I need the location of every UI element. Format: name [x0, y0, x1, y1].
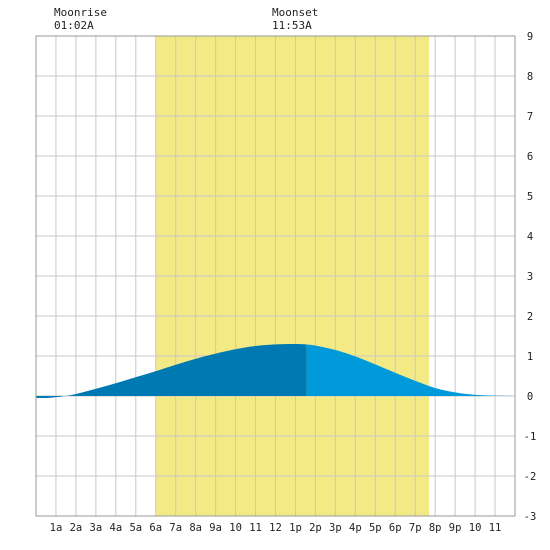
- x-tick-label: 9p: [449, 522, 462, 534]
- x-tick-label: 12: [269, 522, 282, 534]
- moonrise-time: 01:02A: [54, 19, 94, 32]
- y-tick-label: 6: [527, 151, 533, 163]
- y-tick-label: 2: [527, 311, 533, 323]
- y-tick-label: 1: [527, 351, 533, 363]
- plot-frame: [35, 35, 516, 517]
- x-tick-label: 1p: [289, 522, 302, 534]
- x-tick-label: 6p: [389, 522, 402, 534]
- x-tick-label: 2a: [70, 522, 83, 534]
- y-tick-label: 8: [527, 71, 533, 83]
- y-tick-label: -3: [524, 511, 537, 523]
- x-tick-label: 4a: [110, 522, 123, 534]
- x-tick-label: 9a: [209, 522, 222, 534]
- x-tick-label: 10: [229, 522, 242, 534]
- y-tick-label: 5: [527, 191, 533, 203]
- x-tick-label: 7a: [169, 522, 182, 534]
- x-tick-label: 5a: [129, 522, 142, 534]
- x-tick-label: 11: [489, 522, 502, 534]
- y-tick-label: 9: [527, 31, 533, 43]
- x-tick-label: 5p: [369, 522, 382, 534]
- x-tick-label: 3p: [329, 522, 342, 534]
- x-tick-label: 2p: [309, 522, 322, 534]
- moonset-time: 11:53A: [272, 19, 312, 32]
- y-tick-label: -2: [524, 471, 537, 483]
- tide-area-falling: [306, 344, 515, 396]
- x-tick-label: 8a: [189, 522, 202, 534]
- y-tick-label: 0: [527, 391, 533, 403]
- x-tick-label: 3a: [90, 522, 103, 534]
- x-tick-label: 1a: [50, 522, 63, 534]
- tide-area-rising: [36, 344, 307, 399]
- x-tick-label: 10: [469, 522, 482, 534]
- y-tick-label: 7: [527, 111, 533, 123]
- x-tick-label: 6a: [149, 522, 162, 534]
- x-tick-label: 4p: [349, 522, 362, 534]
- moonset-label: Moonset: [272, 6, 319, 19]
- y-tick-label: 4: [527, 231, 533, 243]
- x-tick-label: 11: [249, 522, 262, 534]
- y-tick-label: 3: [527, 271, 533, 283]
- y-tick-label: -1: [524, 431, 537, 443]
- x-tick-label: 7p: [409, 522, 422, 534]
- x-tick-label: 8p: [429, 522, 442, 534]
- moonrise-label: Moonrise: [54, 6, 107, 19]
